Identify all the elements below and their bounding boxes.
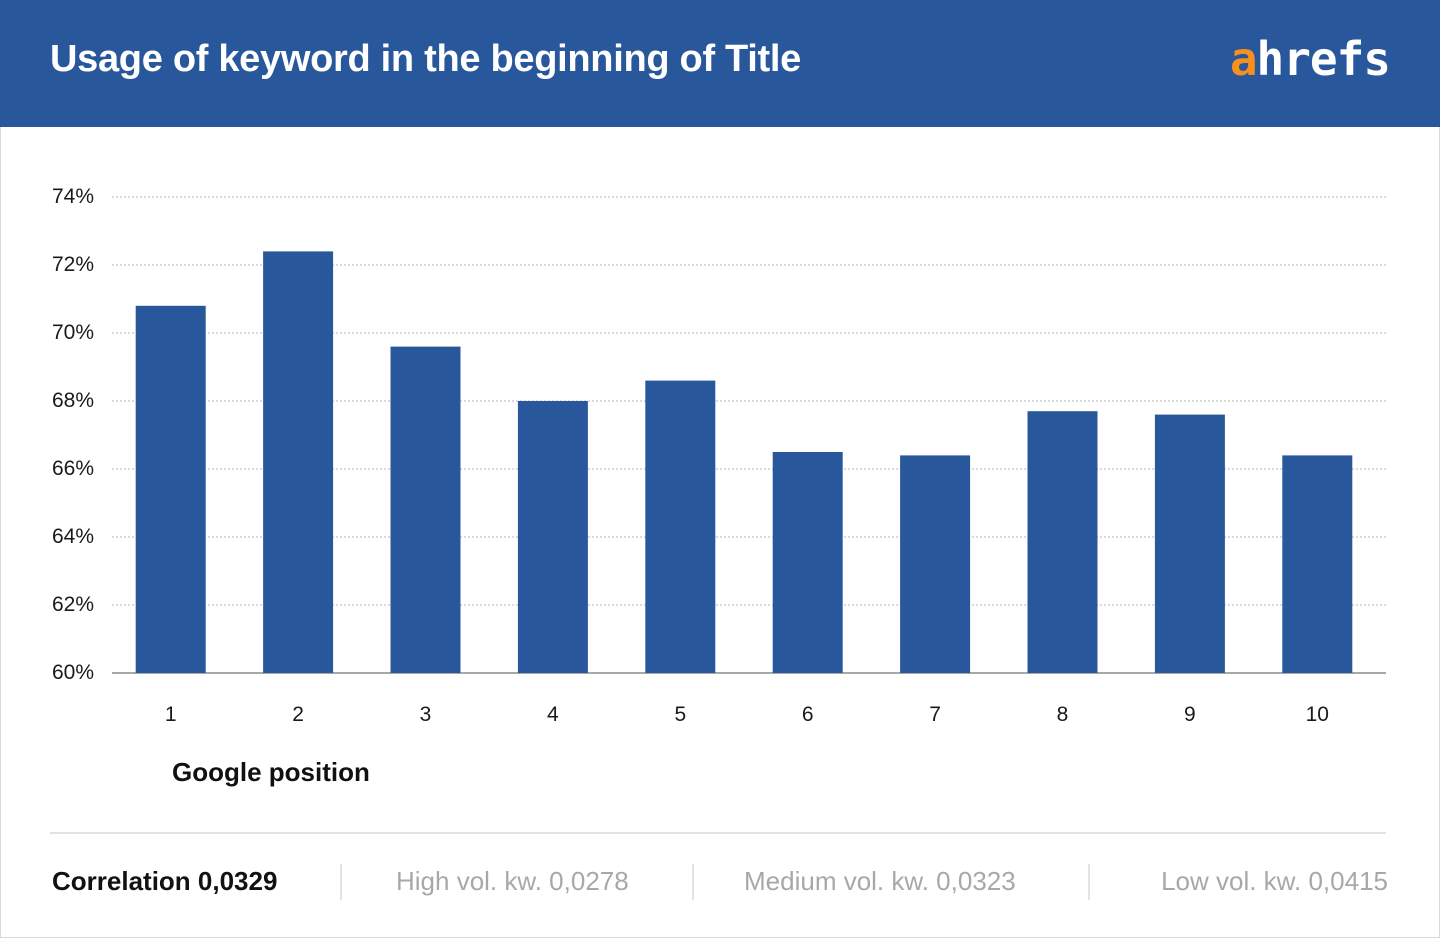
bar-position-9 (1154, 414, 1225, 673)
medium-volume-stat: Medium vol. kw. 0,0323 (744, 866, 1016, 896)
y-tick-label: 64% (52, 525, 95, 548)
bar-position-2 (263, 251, 334, 673)
x-tick-label: 4 (547, 703, 559, 726)
bar-position-3 (390, 346, 461, 673)
bar-position-7 (900, 455, 971, 673)
high-volume-stat: High vol. kw. 0,0278 (396, 866, 629, 896)
x-tick-label: 6 (801, 703, 814, 726)
bar-position-5 (645, 380, 716, 673)
x-tick-label: 10 (1305, 703, 1329, 726)
x-tick-label: 7 (929, 703, 941, 726)
y-tick-label: 62% (52, 593, 95, 616)
y-tick-label: 68% (52, 389, 95, 412)
bar-position-8 (1027, 411, 1098, 673)
y-tick-label: 60% (52, 661, 95, 684)
footer-separator (692, 864, 694, 900)
x-axis-label: Google position (172, 757, 370, 787)
ahrefs-logo: ahrefs (1230, 36, 1391, 82)
x-tick-label: 3 (419, 703, 432, 726)
footer-separator (1088, 864, 1090, 900)
footer-divider (50, 832, 1386, 834)
x-tick-label: 2 (292, 703, 304, 726)
x-tick-label: 9 (1184, 703, 1196, 726)
x-tick-label: 5 (674, 703, 687, 726)
chart-title: Usage of keyword in the beginning of Tit… (50, 38, 801, 80)
y-tick-label: 66% (52, 457, 95, 480)
bar-position-1 (135, 305, 206, 673)
y-tick-label: 72% (52, 253, 95, 276)
low-volume-stat: Low vol. kw. 0,0415 (1161, 866, 1388, 896)
x-tick-label: 1 (164, 703, 177, 726)
bar-position-4 (517, 401, 588, 673)
y-tick-label: 74% (52, 185, 95, 208)
bar-position-6 (772, 452, 843, 673)
bar-position-10 (1282, 455, 1353, 673)
x-tick-label: 8 (1056, 703, 1069, 726)
logo-letter-a: a (1229, 32, 1258, 86)
header-bar: Usage of keyword in the beginning of Tit… (0, 0, 1440, 127)
logo-text: hrefs (1256, 32, 1391, 86)
y-tick-label: 70% (52, 321, 95, 344)
footer-separator (340, 864, 342, 900)
correlation-stat: Correlation 0,0329 (52, 866, 278, 896)
bar-chart (112, 196, 1386, 674)
